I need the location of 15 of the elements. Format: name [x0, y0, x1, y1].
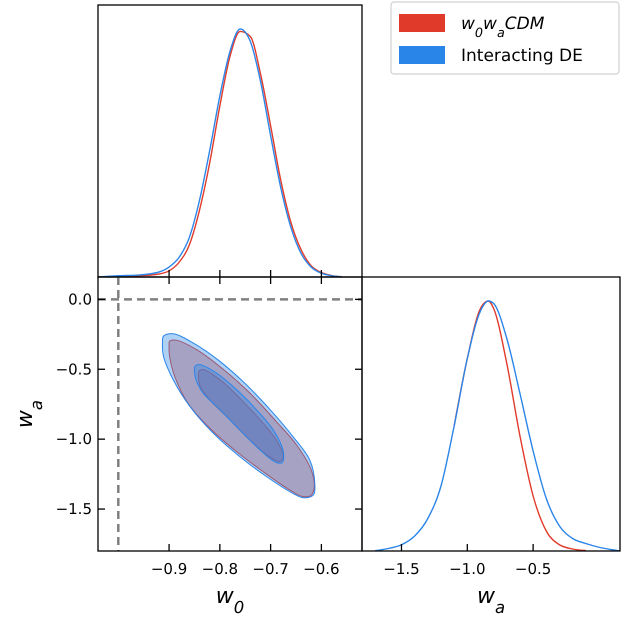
x-tick-label: −0.5 — [514, 560, 552, 578]
x-tick-label: −0.7 — [252, 560, 289, 578]
y-tick-label: −0.5 — [56, 360, 92, 378]
y-tick-label: −1.5 — [56, 500, 92, 518]
x-tick-label: −1.5 — [383, 560, 420, 578]
x-tick-label: −0.8 — [202, 560, 238, 578]
y-tick-label: −1.0 — [56, 430, 92, 448]
x-tick-label: −1.0 — [449, 560, 486, 578]
x-axis-title: w$_{0}$ — [216, 584, 244, 616]
x-tick-label: −0.9 — [150, 560, 188, 578]
legend-label: Interacting DE — [461, 46, 583, 66]
y-tick-label: 0.0 — [68, 290, 92, 308]
legend-label: w$_{0}$w$_{a}$CDM — [461, 14, 545, 40]
x-tick-label: −0.6 — [303, 560, 340, 578]
x-axis-title: w$_{a}$ — [476, 584, 506, 616]
